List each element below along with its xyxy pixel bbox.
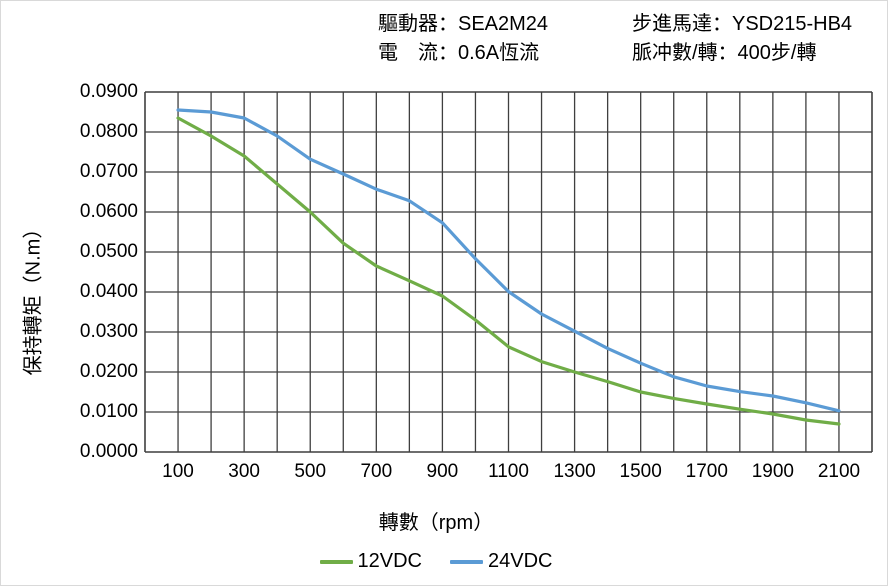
x-tick-label: 900 [426, 461, 459, 482]
header-driver: 驅動器：SEA2M24 [378, 13, 549, 35]
x-tick-label: 1900 [751, 461, 794, 482]
x-axis-title: 轉數（rpm） [378, 512, 494, 534]
y-tick-label: 0.0200 [79, 361, 138, 382]
x-tick-label: 300 [228, 461, 260, 482]
legend-label-12vdc: 12VDC [357, 550, 422, 572]
header-pulses: 脈冲數/轉：400步/轉 [632, 42, 817, 64]
legend-label-24vdc: 24VDC [488, 550, 553, 572]
y-axis-title: 保持轉矩（N.m） [22, 218, 45, 376]
y-tick-label: 0.0400 [79, 281, 138, 302]
y-tick-label: 0.0500 [79, 241, 138, 262]
legend-line-swatch-12vdc [319, 559, 353, 564]
legend-item-12vdc: 12VDC [319, 550, 422, 573]
header-current: 電 流：0.6A恆流 [378, 42, 540, 64]
y-tick-label: 0.0800 [79, 121, 138, 142]
series-curve-12vdc [176, 116, 841, 426]
legend: 12VDC 24VDC [0, 550, 872, 573]
legend-item-24vdc: 24VDC [450, 550, 552, 573]
y-tick-label: 0.0600 [79, 201, 138, 222]
y-tick-label: 0.0900 [79, 81, 138, 102]
x-tick-label: 2100 [817, 461, 861, 482]
y-tick-label: 0.0700 [79, 161, 138, 182]
y-tick-label: 0.0300 [79, 321, 138, 342]
x-tick-label: 1700 [685, 461, 728, 482]
x-tick-label: 700 [360, 461, 393, 482]
y-tick-label: 0.0100 [79, 401, 138, 422]
x-tick-label: 500 [294, 461, 327, 482]
series-curve-24vdc [176, 108, 841, 413]
y-tick-label: 0.0000 [79, 441, 138, 462]
x-tick-label: 1500 [619, 461, 662, 482]
x-tick-label: 1100 [488, 461, 529, 482]
x-tick-label: 1300 [553, 461, 596, 482]
header-motor: 步進馬達：YSD215-HB4 [632, 13, 853, 35]
legend-line-swatch-24vdc [450, 559, 483, 564]
x-tick-label: 100 [162, 461, 194, 482]
